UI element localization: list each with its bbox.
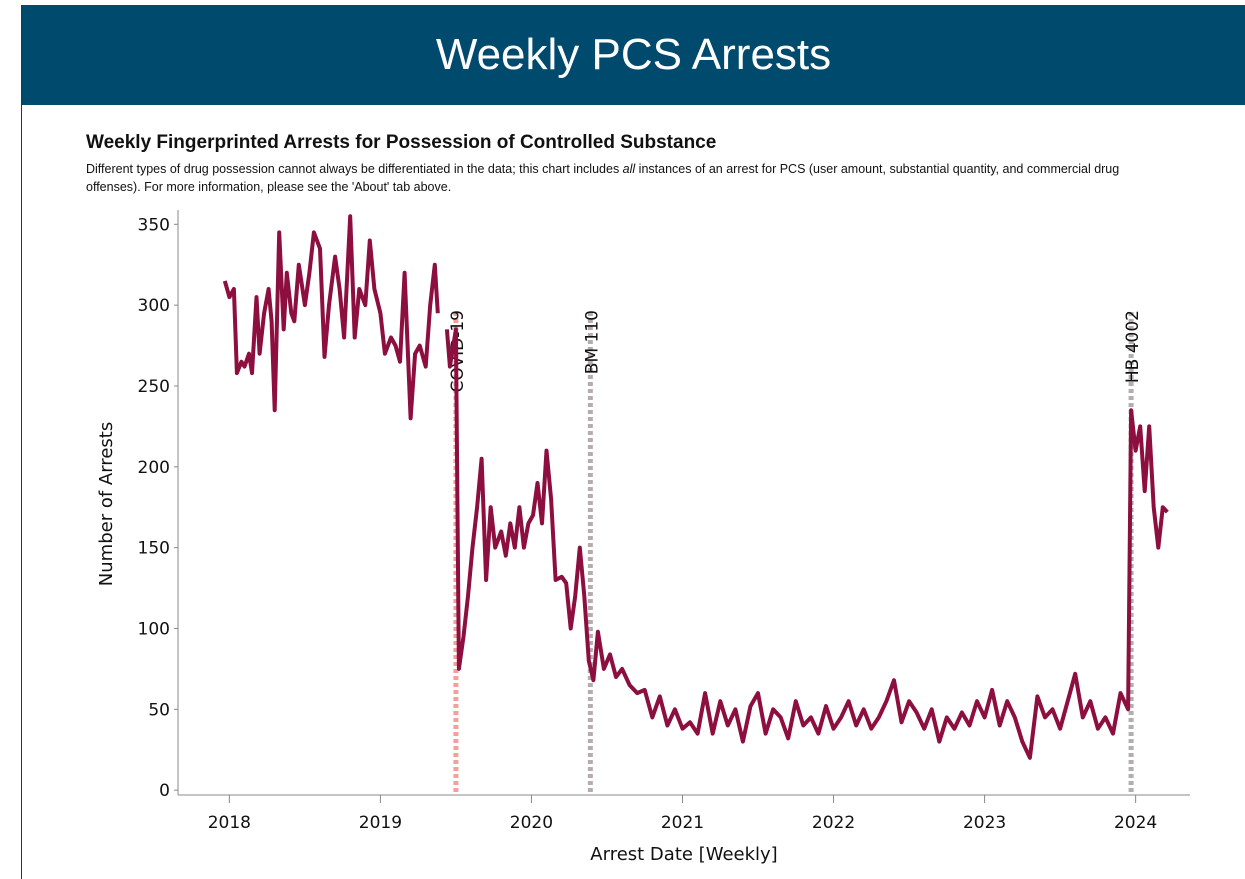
- x-tick-label: 2024: [1114, 813, 1157, 833]
- subtitle-text: instances of an arrest for PCS (user amo…: [86, 162, 1120, 194]
- x-tick-label: 2020: [510, 813, 553, 833]
- x-tick-label: 2021: [661, 813, 704, 833]
- y-tick-label: 0: [159, 781, 170, 801]
- y-tick-label: 300: [138, 296, 170, 316]
- x-tick-label: 2023: [963, 813, 1006, 833]
- y-tick-label: 250: [138, 377, 170, 397]
- annotation-label: BM 110: [582, 310, 602, 374]
- subtitle-emphasis: all: [622, 162, 636, 176]
- y-axis-label: Number of Arrests: [96, 422, 117, 586]
- annotation-label: HB 4002: [1123, 310, 1143, 383]
- chart-subtitle: Different types of drug possession canno…: [86, 160, 1176, 196]
- data-line: [222, 214, 1169, 760]
- y-tick-label: 350: [138, 215, 170, 235]
- header-title: Weekly PCS Arrests: [22, 5, 1245, 105]
- x-axis-label: Arrest Date [Weekly]: [590, 844, 777, 865]
- y-tick-label: 200: [138, 458, 170, 478]
- x-tick-label: 2018: [208, 813, 251, 833]
- x-tick-label: 2019: [359, 813, 402, 833]
- chart-title: Weekly Fingerprinted Arrests for Possess…: [86, 132, 717, 153]
- y-tick-label: 50: [148, 700, 170, 720]
- x-tick-label: 2022: [812, 813, 855, 833]
- subtitle-text: Different types of drug possession canno…: [86, 162, 623, 176]
- y-tick-label: 100: [138, 619, 170, 639]
- y-tick-label: 150: [138, 539, 170, 559]
- slide-edge: [21, 5, 22, 879]
